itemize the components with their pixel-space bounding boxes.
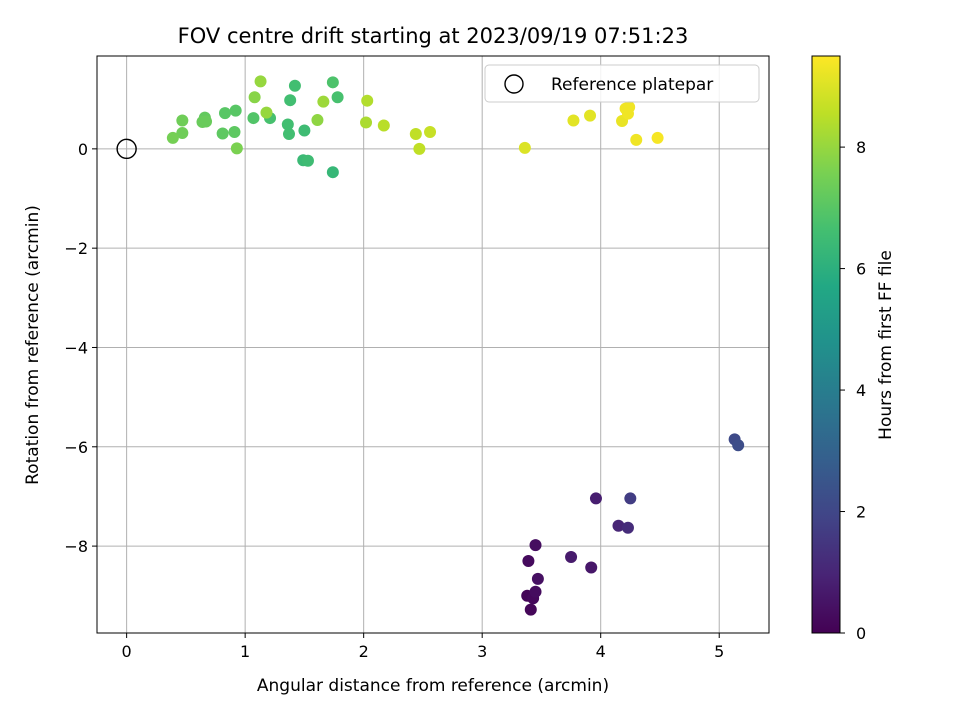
colorbar-ticks: 0 2 4 6 8 — [840, 138, 866, 643]
y-tick-label: −6 — [64, 438, 88, 457]
x-tick-label: 1 — [240, 642, 250, 661]
data-point — [732, 439, 745, 452]
data-point — [331, 91, 344, 104]
data-point — [630, 133, 643, 146]
colorbar-label: Hours from first FF file — [876, 250, 896, 440]
data-point — [377, 119, 390, 132]
data-point — [565, 551, 578, 564]
x-tick-label: 3 — [477, 642, 487, 661]
grid — [97, 56, 769, 633]
data-point — [229, 104, 242, 117]
colorbar-tick-label: 8 — [856, 138, 866, 157]
y-axis-label: Rotation from reference (arcmin) — [23, 205, 43, 485]
x-tick-label: 0 — [122, 642, 132, 661]
data-point — [518, 141, 531, 154]
data-point — [176, 126, 189, 139]
data-point — [260, 106, 273, 119]
colorbar-gradient — [811, 55, 841, 634]
plot-area — [97, 56, 769, 633]
data-point — [301, 154, 314, 167]
x-axis-label: Angular distance from reference (arcmin) — [257, 676, 609, 696]
data-point — [230, 142, 243, 155]
plot-frame — [96, 55, 770, 634]
data-point — [621, 107, 634, 120]
data-point — [651, 131, 664, 144]
x-tick-label: 5 — [714, 642, 724, 661]
colorbar-tick-label: 4 — [856, 381, 866, 400]
data-point — [529, 585, 542, 598]
data-point — [166, 131, 179, 144]
colorbar-tick-label: 2 — [856, 503, 866, 522]
data-point — [522, 554, 535, 567]
colorbar-tick-label: 0 — [856, 624, 866, 643]
data-point — [176, 114, 189, 127]
y-tick-label: −4 — [64, 338, 88, 357]
legend-box — [484, 64, 760, 103]
chart-title: FOV centre drift starting at 2023/09/19 … — [178, 24, 689, 48]
data-point — [621, 521, 634, 534]
data-point — [624, 492, 637, 505]
data-point — [254, 75, 267, 88]
data-point — [529, 539, 542, 552]
data-point — [413, 142, 426, 155]
legend-label-reference: Reference platepar — [551, 75, 713, 95]
data-point — [361, 94, 374, 107]
data-point — [317, 95, 330, 108]
data-point — [409, 127, 422, 140]
data-point — [360, 116, 373, 129]
data-point — [424, 125, 437, 138]
data-point — [311, 114, 324, 127]
data-point — [228, 125, 241, 138]
data-point — [589, 492, 602, 505]
data-point — [200, 115, 213, 128]
data-point — [219, 107, 231, 120]
data-point — [612, 519, 625, 532]
axis-ticks: 0 1 2 3 4 5 −8 −6 −4 −2 0 — [64, 140, 724, 661]
data-point — [216, 127, 229, 140]
x-tick-label: 2 — [359, 642, 369, 661]
y-tick-label: −8 — [64, 537, 88, 556]
y-tick-label: −2 — [64, 239, 88, 258]
data-point — [284, 94, 297, 107]
data-point — [531, 572, 544, 585]
data-point — [567, 114, 580, 127]
legend-marker-reference — [504, 74, 524, 94]
data-point — [281, 118, 294, 131]
reference-marker — [116, 138, 137, 160]
colorbar: 0 2 4 6 8 Hours from first FF file — [811, 55, 896, 643]
data-point — [247, 112, 260, 125]
data-point — [288, 79, 301, 92]
data-point — [283, 127, 295, 140]
x-tick-label: 4 — [596, 642, 606, 661]
y-tick-label: 0 — [78, 140, 88, 159]
data-point — [298, 124, 311, 137]
data-points — [116, 75, 745, 616]
data-point — [585, 561, 598, 574]
data-point — [326, 166, 339, 179]
legend: Reference platepar — [484, 64, 760, 103]
colorbar-tick-label: 6 — [856, 260, 866, 279]
data-point — [524, 603, 537, 616]
data-point — [248, 91, 261, 104]
data-point — [584, 109, 597, 122]
data-point — [326, 76, 339, 89]
